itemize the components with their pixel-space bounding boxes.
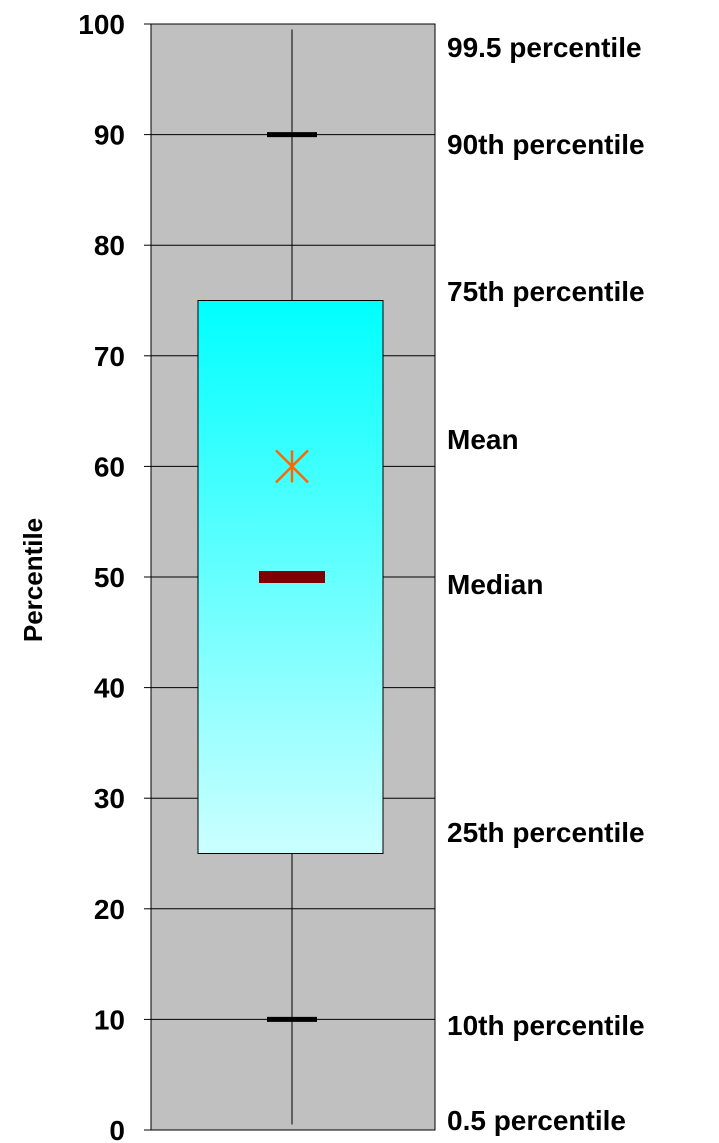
annotation-label: 75th percentile [447,276,645,307]
y-tick-label: 50 [94,562,125,593]
y-tick-label: 20 [94,894,125,925]
y-axis-ticks [144,23,151,1131]
annotation-label: 0.5 percentile [447,1105,626,1136]
y-tick-label: 80 [94,230,125,261]
annotation-label: Median [447,569,543,600]
y-tick-label: 40 [94,673,125,704]
y-tick-label: 90 [94,120,125,151]
annotation-label: 25th percentile [447,817,645,848]
y-axis-tick-labels: 0 10 20 30 40 50 60 70 80 90 100 [78,9,125,1143]
mean-marker [275,449,309,484]
annotation-label: Mean [447,424,519,455]
median-marker [259,571,325,583]
percentile-annotations: 99.5 percentile 90th percentile 75th perce… [447,32,645,1136]
y-tick-label: 30 [94,783,125,814]
annotation-label: 90th percentile [447,129,645,160]
y-tick-label: 60 [94,451,125,482]
y-tick-label: 10 [94,1004,125,1035]
y-tick-label: 70 [94,341,125,372]
y-tick-label: 0 [109,1115,125,1143]
annotation-label: 10th percentile [447,1010,645,1041]
y-axis-title: Percentile [18,518,48,642]
annotation-label: 99.5 percentile [447,32,642,63]
y-tick-label: 100 [78,9,125,40]
